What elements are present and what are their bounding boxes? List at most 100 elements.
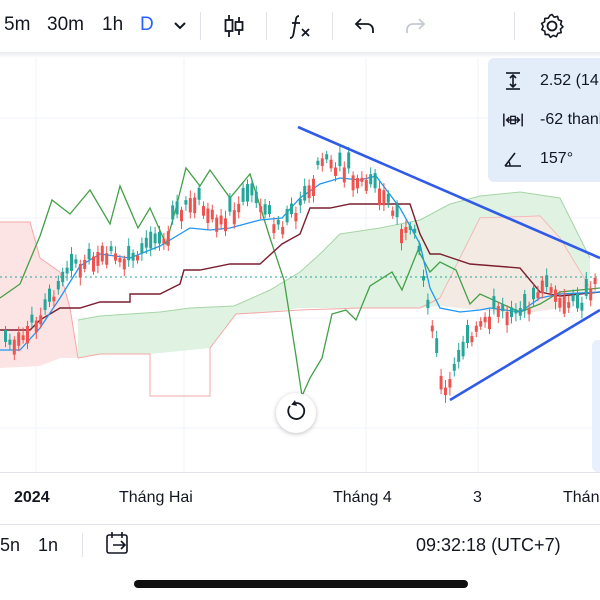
candle-body-83 xyxy=(369,174,373,185)
candle-body-109 xyxy=(483,316,487,323)
clock-timezone[interactable]: 09:32:18 (UTC+7) xyxy=(416,535,561,555)
candle-body-44 xyxy=(197,187,201,200)
x-label-2024: 2024 xyxy=(14,489,50,506)
measure-bars-text: -62 thanh xyxy=(540,111,600,128)
candle-body-115 xyxy=(510,307,513,317)
candle-body-50 xyxy=(224,218,227,232)
candle-body-67 xyxy=(298,198,302,206)
undo-icon[interactable] xyxy=(348,10,380,42)
candle-body-128 xyxy=(567,302,571,308)
price-scale-tab[interactable] xyxy=(592,340,600,472)
candle-body-133 xyxy=(589,288,593,301)
candle-body-103 xyxy=(457,349,461,362)
candle-body-117 xyxy=(518,308,522,316)
candle-body-101 xyxy=(448,379,452,388)
candle-body-61 xyxy=(272,224,276,234)
angle-icon xyxy=(502,148,524,170)
candle-body-18 xyxy=(83,259,87,269)
range-1n-button[interactable]: 1n xyxy=(38,535,59,555)
ichimoku-cloud-bear-left xyxy=(0,222,78,368)
senkou-b-left xyxy=(0,221,79,359)
candle-body-1 xyxy=(8,339,12,345)
candle-body-75 xyxy=(334,167,337,176)
candle-body-53 xyxy=(237,203,241,213)
candle-body-60 xyxy=(268,205,271,214)
candle-body-15 xyxy=(70,253,73,271)
candle-body-27 xyxy=(122,258,126,270)
candle-body-91 xyxy=(404,227,408,233)
candle-body-45 xyxy=(202,206,205,216)
time-axis[interactable]: 2024 Tháng Hai Tháng 4 3 Tháng xyxy=(0,472,600,524)
kijun-sen-line xyxy=(0,203,600,331)
candle-body-64 xyxy=(285,209,289,223)
candle-body-107 xyxy=(474,325,478,332)
candle-body-99 xyxy=(439,375,443,390)
candle-body-6 xyxy=(30,314,34,323)
candle-body-43 xyxy=(193,197,197,214)
candle-body-47 xyxy=(210,209,214,220)
candle-body-134 xyxy=(593,277,597,285)
candle-body-132 xyxy=(584,278,588,296)
candle-body-0 xyxy=(4,330,7,342)
measure-tooltip: 2.52 (14 -62 thanh 157° xyxy=(488,58,600,182)
senkou-a-line xyxy=(77,191,591,321)
timeframe-5m[interactable]: 5m xyxy=(4,14,31,35)
timeframe-1h[interactable]: 1h xyxy=(102,14,124,35)
candle-body-25 xyxy=(114,253,117,261)
candle-body-110 xyxy=(488,316,491,330)
candle-body-97 xyxy=(430,325,434,332)
candle-body-124 xyxy=(549,287,553,293)
measure-angle-row: 157° xyxy=(488,144,600,174)
go-to-date-icon[interactable] xyxy=(104,531,132,562)
candle-body-51 xyxy=(228,196,232,212)
candle-body-104 xyxy=(461,341,465,357)
measure-angle-text: 157° xyxy=(540,150,574,167)
candle-body-8 xyxy=(39,315,43,325)
candle-body-12 xyxy=(56,280,60,290)
candle-body-7 xyxy=(34,320,38,333)
x-label-thang-hai: Tháng Hai xyxy=(119,489,193,506)
candle-body-78 xyxy=(347,152,351,169)
candle-body-118 xyxy=(523,293,527,311)
chevron-down-icon[interactable] xyxy=(164,10,196,42)
reset-chart-button[interactable] xyxy=(276,393,316,433)
x-label-thang: Tháng xyxy=(563,489,600,506)
indicators-icon[interactable] xyxy=(284,10,316,42)
bottom-bar: 5n 1n 09:32:18 (UTC+7) xyxy=(0,524,600,564)
candle-body-59 xyxy=(263,204,267,215)
candle-body-116 xyxy=(514,309,518,314)
candle-body-62 xyxy=(276,219,280,225)
candle-body-113 xyxy=(501,304,505,312)
candle-body-56 xyxy=(250,183,254,196)
candle-body-14 xyxy=(65,267,69,274)
candle-body-76 xyxy=(338,152,342,167)
measure-price-row: 2.52 (14 xyxy=(488,66,600,96)
settings-icon[interactable] xyxy=(536,10,568,42)
candle-body-114 xyxy=(505,311,509,326)
candle-body-81 xyxy=(360,177,364,182)
candle-body-28 xyxy=(127,245,131,261)
candle-body-123 xyxy=(545,275,549,288)
candle-body-66 xyxy=(294,213,298,222)
candle-body-80 xyxy=(356,178,359,189)
candle-body-57 xyxy=(254,191,258,204)
candle-body-9 xyxy=(43,299,47,310)
candle-body-108 xyxy=(479,321,483,327)
candle-body-34 xyxy=(153,233,157,244)
horizontal-range-icon xyxy=(502,109,524,131)
timeframe-30m[interactable]: 30m xyxy=(47,14,84,35)
top-toolbar: 5m 30m 1h D xyxy=(0,0,600,52)
ichimoku-cloud-bull xyxy=(78,192,590,358)
candle-body-2 xyxy=(12,339,16,355)
measure-bars-row: -62 thanh xyxy=(488,105,600,135)
chart-canvas[interactable] xyxy=(0,58,600,472)
candle-body-96 xyxy=(426,299,430,309)
candle-body-126 xyxy=(558,298,562,308)
candle-body-87 xyxy=(386,193,390,203)
timeframe-d[interactable]: D xyxy=(140,14,154,35)
range-5n-button[interactable]: 5n xyxy=(0,535,21,555)
candle-body-49 xyxy=(219,215,223,225)
candle-body-85 xyxy=(378,188,381,206)
candle-body-74 xyxy=(329,159,333,169)
candlestick-icon[interactable] xyxy=(218,10,250,42)
